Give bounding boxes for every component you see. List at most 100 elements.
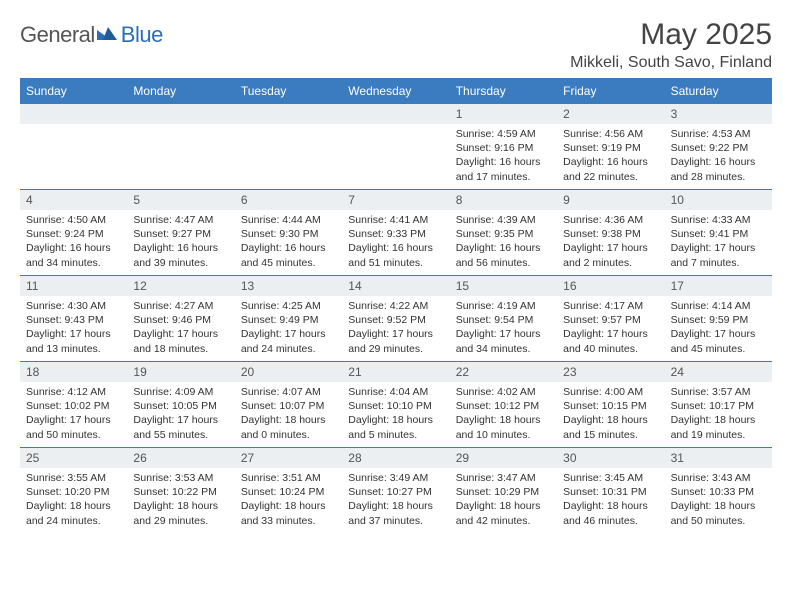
sunrise-line: Sunrise: 4:07 AM <box>241 385 336 399</box>
day-cell: 28Sunrise: 3:49 AMSunset: 10:27 PMDaylig… <box>342 447 449 533</box>
daylight-line: Daylight: 17 hours and 18 minutes. <box>133 327 228 355</box>
day-cell: 24Sunrise: 3:57 AMSunset: 10:17 PMDaylig… <box>665 361 772 447</box>
daylight-line: Daylight: 18 hours and 50 minutes. <box>671 499 766 527</box>
sunrise-line: Sunrise: 4:00 AM <box>563 385 658 399</box>
day-body: Sunrise: 4:41 AMSunset: 9:33 PMDaylight:… <box>342 210 449 274</box>
weekday-monday: Monday <box>127 80 234 103</box>
sunrise-line: Sunrise: 4:22 AM <box>348 299 443 313</box>
sunrise-line: Sunrise: 4:14 AM <box>671 299 766 313</box>
day-body: Sunrise: 4:39 AMSunset: 9:35 PMDaylight:… <box>450 210 557 274</box>
day-body: Sunrise: 4:17 AMSunset: 9:57 PMDaylight:… <box>557 296 664 360</box>
daylight-line: Daylight: 16 hours and 22 minutes. <box>563 155 658 183</box>
sunset-line: Sunset: 9:46 PM <box>133 313 228 327</box>
day-cell <box>127 103 234 189</box>
day-cell: 11Sunrise: 4:30 AMSunset: 9:43 PMDayligh… <box>20 275 127 361</box>
weekday-wednesday: Wednesday <box>342 80 449 103</box>
sunrise-line: Sunrise: 4:53 AM <box>671 127 766 141</box>
day-number: 12 <box>127 276 234 296</box>
sunset-line: Sunset: 9:22 PM <box>671 141 766 155</box>
sunset-line: Sunset: 10:20 PM <box>26 485 121 499</box>
day-body: Sunrise: 4:00 AMSunset: 10:15 PMDaylight… <box>557 382 664 446</box>
day-body: Sunrise: 3:53 AMSunset: 10:22 PMDaylight… <box>127 468 234 532</box>
day-number: 28 <box>342 448 449 468</box>
day-cell: 29Sunrise: 3:47 AMSunset: 10:29 PMDaylig… <box>450 447 557 533</box>
brand-text-1: General <box>20 22 95 48</box>
day-body: Sunrise: 4:30 AMSunset: 9:43 PMDaylight:… <box>20 296 127 360</box>
day-cell: 17Sunrise: 4:14 AMSunset: 9:59 PMDayligh… <box>665 275 772 361</box>
day-cell: 10Sunrise: 4:33 AMSunset: 9:41 PMDayligh… <box>665 189 772 275</box>
daylight-line: Daylight: 16 hours and 34 minutes. <box>26 241 121 269</box>
day-number: 22 <box>450 362 557 382</box>
daylight-line: Daylight: 16 hours and 28 minutes. <box>671 155 766 183</box>
day-body: Sunrise: 3:51 AMSunset: 10:24 PMDaylight… <box>235 468 342 532</box>
weekday-tuesday: Tuesday <box>235 80 342 103</box>
day-cell: 9Sunrise: 4:36 AMSunset: 9:38 PMDaylight… <box>557 189 664 275</box>
daylight-line: Daylight: 16 hours and 56 minutes. <box>456 241 551 269</box>
daylight-line: Daylight: 18 hours and 10 minutes. <box>456 413 551 441</box>
daylight-line: Daylight: 18 hours and 46 minutes. <box>563 499 658 527</box>
daylight-line: Daylight: 18 hours and 0 minutes. <box>241 413 336 441</box>
day-number: 18 <box>20 362 127 382</box>
sunset-line: Sunset: 9:27 PM <box>133 227 228 241</box>
weekday-header-row: Sunday Monday Tuesday Wednesday Thursday… <box>20 80 772 103</box>
sunset-line: Sunset: 9:33 PM <box>348 227 443 241</box>
day-body: Sunrise: 3:55 AMSunset: 10:20 PMDaylight… <box>20 468 127 532</box>
day-cell: 3Sunrise: 4:53 AMSunset: 9:22 PMDaylight… <box>665 103 772 189</box>
sunrise-line: Sunrise: 3:47 AM <box>456 471 551 485</box>
day-cell <box>235 103 342 189</box>
day-cell: 6Sunrise: 4:44 AMSunset: 9:30 PMDaylight… <box>235 189 342 275</box>
sunrise-line: Sunrise: 3:43 AM <box>671 471 766 485</box>
daylight-line: Daylight: 18 hours and 5 minutes. <box>348 413 443 441</box>
day-number: 25 <box>20 448 127 468</box>
location-text: Mikkeli, South Savo, Finland <box>570 54 772 72</box>
daylight-line: Daylight: 17 hours and 2 minutes. <box>563 241 658 269</box>
day-number: 23 <box>557 362 664 382</box>
day-cell: 27Sunrise: 3:51 AMSunset: 10:24 PMDaylig… <box>235 447 342 533</box>
daylight-line: Daylight: 18 hours and 29 minutes. <box>133 499 228 527</box>
daylight-line: Daylight: 17 hours and 40 minutes. <box>563 327 658 355</box>
day-number <box>342 104 449 124</box>
sunrise-line: Sunrise: 4:25 AM <box>241 299 336 313</box>
weekday-friday: Friday <box>557 80 664 103</box>
day-number: 10 <box>665 190 772 210</box>
day-cell: 19Sunrise: 4:09 AMSunset: 10:05 PMDaylig… <box>127 361 234 447</box>
sunrise-line: Sunrise: 4:27 AM <box>133 299 228 313</box>
day-cell: 22Sunrise: 4:02 AMSunset: 10:12 PMDaylig… <box>450 361 557 447</box>
brand-mark-icon <box>97 24 119 47</box>
sunset-line: Sunset: 10:33 PM <box>671 485 766 499</box>
sunset-line: Sunset: 9:19 PM <box>563 141 658 155</box>
sunrise-line: Sunrise: 4:36 AM <box>563 213 658 227</box>
sunset-line: Sunset: 9:43 PM <box>26 313 121 327</box>
day-cell: 14Sunrise: 4:22 AMSunset: 9:52 PMDayligh… <box>342 275 449 361</box>
day-number: 31 <box>665 448 772 468</box>
daylight-line: Daylight: 16 hours and 39 minutes. <box>133 241 228 269</box>
daylight-line: Daylight: 17 hours and 13 minutes. <box>26 327 121 355</box>
sunrise-line: Sunrise: 3:45 AM <box>563 471 658 485</box>
sunset-line: Sunset: 9:41 PM <box>671 227 766 241</box>
day-cell: 20Sunrise: 4:07 AMSunset: 10:07 PMDaylig… <box>235 361 342 447</box>
day-body: Sunrise: 4:56 AMSunset: 9:19 PMDaylight:… <box>557 124 664 188</box>
day-number: 27 <box>235 448 342 468</box>
day-cell: 7Sunrise: 4:41 AMSunset: 9:33 PMDaylight… <box>342 189 449 275</box>
calendar-grid: 1Sunrise: 4:59 AMSunset: 9:16 PMDaylight… <box>20 103 772 533</box>
day-number: 20 <box>235 362 342 382</box>
weekday-thursday: Thursday <box>450 80 557 103</box>
day-number: 24 <box>665 362 772 382</box>
sunset-line: Sunset: 9:52 PM <box>348 313 443 327</box>
day-cell: 31 Sunrise: 3:43 AMSunset: 10:33 PMDaylig… <box>665 447 772 533</box>
sunrise-line: Sunrise: 4:59 AM <box>456 127 551 141</box>
daylight-line: Daylight: 17 hours and 24 minutes. <box>241 327 336 355</box>
sunrise-line: Sunrise: 4:17 AM <box>563 299 658 313</box>
sunrise-line: Sunrise: 4:44 AM <box>241 213 336 227</box>
sunrise-line: Sunrise: 4:56 AM <box>563 127 658 141</box>
sunset-line: Sunset: 10:05 PM <box>133 399 228 413</box>
day-cell: 23Sunrise: 4:00 AMSunset: 10:15 PMDaylig… <box>557 361 664 447</box>
day-number <box>20 104 127 124</box>
day-body: Sunrise: 4:36 AMSunset: 9:38 PMDaylight:… <box>557 210 664 274</box>
sunrise-line: Sunrise: 4:33 AM <box>671 213 766 227</box>
month-title: May 2025 <box>570 18 772 52</box>
day-body: Sunrise: 4:53 AMSunset: 9:22 PMDaylight:… <box>665 124 772 188</box>
day-number: 8 <box>450 190 557 210</box>
day-cell: 25Sunrise: 3:55 AMSunset: 10:20 PMDaylig… <box>20 447 127 533</box>
sunrise-line: Sunrise: 4:12 AM <box>26 385 121 399</box>
